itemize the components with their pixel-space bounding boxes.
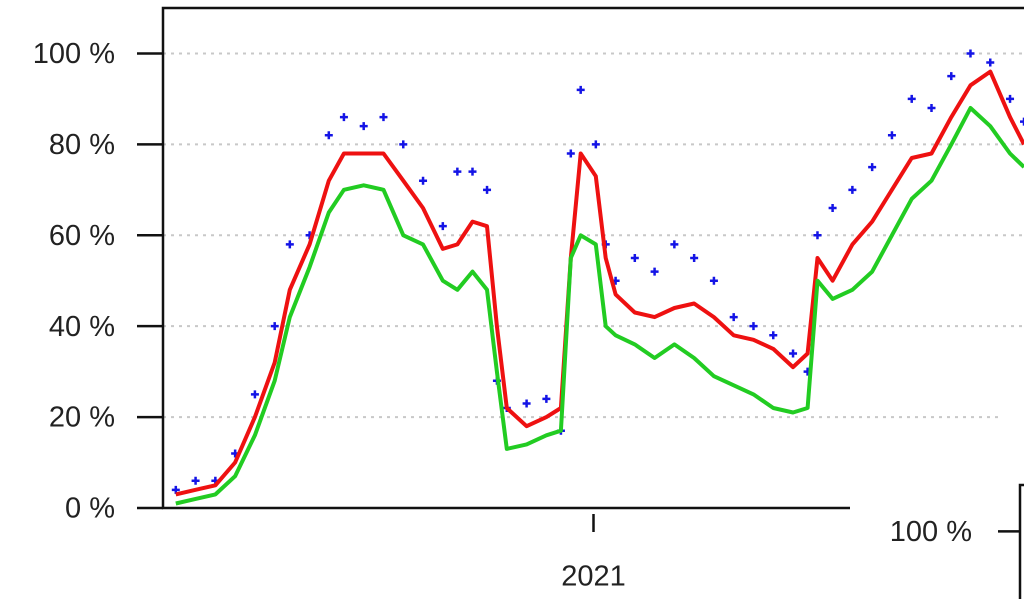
point [690,254,699,262]
point [285,240,294,249]
point [848,185,857,194]
point [789,349,798,358]
point [483,185,492,194]
point [542,394,551,403]
plot-frame [161,6,1024,510]
point [907,94,916,103]
point [419,176,428,185]
point [270,322,279,331]
point [191,476,200,485]
point [813,231,822,240]
y-tick-label: 100 % [890,516,972,548]
y-tick-label: 20 % [49,402,115,434]
y-tick-label: 100 % [33,38,115,70]
y-tick-label: 80 % [49,129,115,161]
point [927,104,936,112]
point [453,167,462,176]
series-line [175,106,1024,506]
x-tick-label: 2021 [561,561,626,593]
point [709,276,718,285]
point [438,222,447,231]
point [630,254,639,262]
point [379,113,388,122]
y-tick-label: 0 % [65,493,115,525]
panel-background [850,425,1024,599]
point [339,113,348,122]
point [250,390,259,399]
point [566,149,575,158]
point [729,313,738,322]
point [966,49,975,58]
y-tick-label: 40 % [49,311,115,343]
series-line [175,69,1024,497]
point [670,240,679,249]
point [828,204,837,212]
point [650,267,659,276]
point [868,163,877,172]
point [749,322,758,331]
point [887,131,896,140]
point [1020,117,1024,126]
point [324,131,333,140]
plot-frame [1018,483,1024,599]
panel-background [1000,365,1024,425]
point [986,58,995,67]
point [468,167,477,176]
point [359,122,368,131]
point [1006,94,1015,103]
point [399,140,408,149]
y-tick-label: 60 % [49,220,115,252]
point [947,72,956,81]
point [591,140,600,149]
point [769,331,778,340]
point [576,85,585,94]
point [522,399,531,408]
